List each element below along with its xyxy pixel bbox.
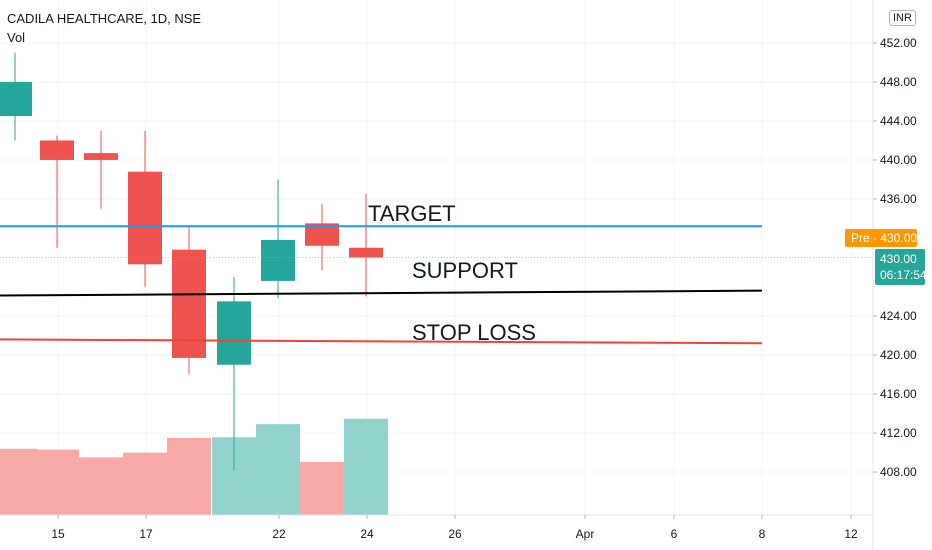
volume-bar — [79, 457, 123, 515]
line-label: TARGET — [368, 201, 456, 226]
candle-body — [84, 153, 118, 160]
premarket-badge-text: Pre · 430.00 — [851, 231, 917, 245]
candles — [0, 52, 383, 471]
volume-bar — [300, 461, 344, 515]
symbol-title[interactable]: CADILA HEALTHCARE, 1D, NSE — [7, 11, 202, 26]
candle-body — [261, 239, 295, 281]
price-axis[interactable]: 452.00 448.00 444.00 440.00 436.00 424.00 420.… — [873, 36, 917, 479]
volume-bar — [123, 452, 167, 515]
time-tick-label: 22 — [272, 527, 286, 541]
time-tick-label: 17 — [139, 527, 153, 541]
line-label: SUPPORT — [412, 258, 518, 283]
volume-bar — [167, 438, 211, 515]
candle-body — [217, 301, 251, 365]
price-tick-label: 452.00 — [880, 36, 917, 50]
candle-body — [305, 223, 339, 246]
time-tick-label: Apr — [576, 527, 595, 541]
time-tick-label: 26 — [448, 527, 462, 541]
price-tick-label: 416.00 — [880, 387, 917, 401]
volume-bars — [0, 418, 388, 515]
time-axis[interactable]: 15 17 22 24 26 Apr 6 8 12 — [51, 515, 858, 541]
volume-label[interactable]: Vol — [7, 30, 26, 45]
time-tick-label: 24 — [360, 527, 374, 541]
volume-bar — [35, 449, 79, 515]
volume-bar — [344, 418, 388, 515]
volume-bar — [256, 424, 300, 515]
candle-body — [40, 140, 74, 160]
price-tick-label: 440.00 — [880, 153, 917, 167]
price-tick-label: 444.00 — [880, 114, 917, 128]
price-tick-label: 424.00 — [880, 309, 917, 323]
volume-bar — [0, 448, 37, 515]
countdown-text: 06:17:54 — [880, 268, 927, 282]
time-tick-label: 12 — [844, 527, 858, 541]
price-tick-label: 436.00 — [880, 192, 917, 206]
time-tick-label: 8 — [759, 527, 766, 541]
last-price-badge — [875, 249, 925, 285]
price-tick-label: 448.00 — [880, 75, 917, 89]
line-label: STOP LOSS — [412, 320, 536, 345]
candle-body — [0, 81, 32, 117]
candle-body — [172, 249, 206, 358]
price-tick-label: 412.00 — [880, 426, 917, 440]
candle-body — [349, 247, 383, 258]
last-price-text: 430.00 — [880, 252, 917, 266]
chart-legend: CADILA HEALTHCARE, 1D, NSE Vol — [7, 11, 201, 47]
time-tick-label: 15 — [51, 527, 65, 541]
currency-label[interactable]: INR — [889, 10, 916, 26]
price-tick-label: 420.00 — [880, 348, 917, 362]
premarket-badge — [845, 229, 917, 247]
price-badges: Pre · 430.00 430.00 06:17:54 — [845, 229, 927, 285]
trend-line — [0, 289, 763, 297]
time-tick-label: 6 — [671, 527, 678, 541]
price-tick-label: 408.00 — [880, 465, 917, 479]
trend-line — [0, 338, 763, 345]
candle-body — [128, 171, 162, 265]
annotation-lines: TARGET SUPPORT STOP LOSS — [0, 201, 873, 345]
